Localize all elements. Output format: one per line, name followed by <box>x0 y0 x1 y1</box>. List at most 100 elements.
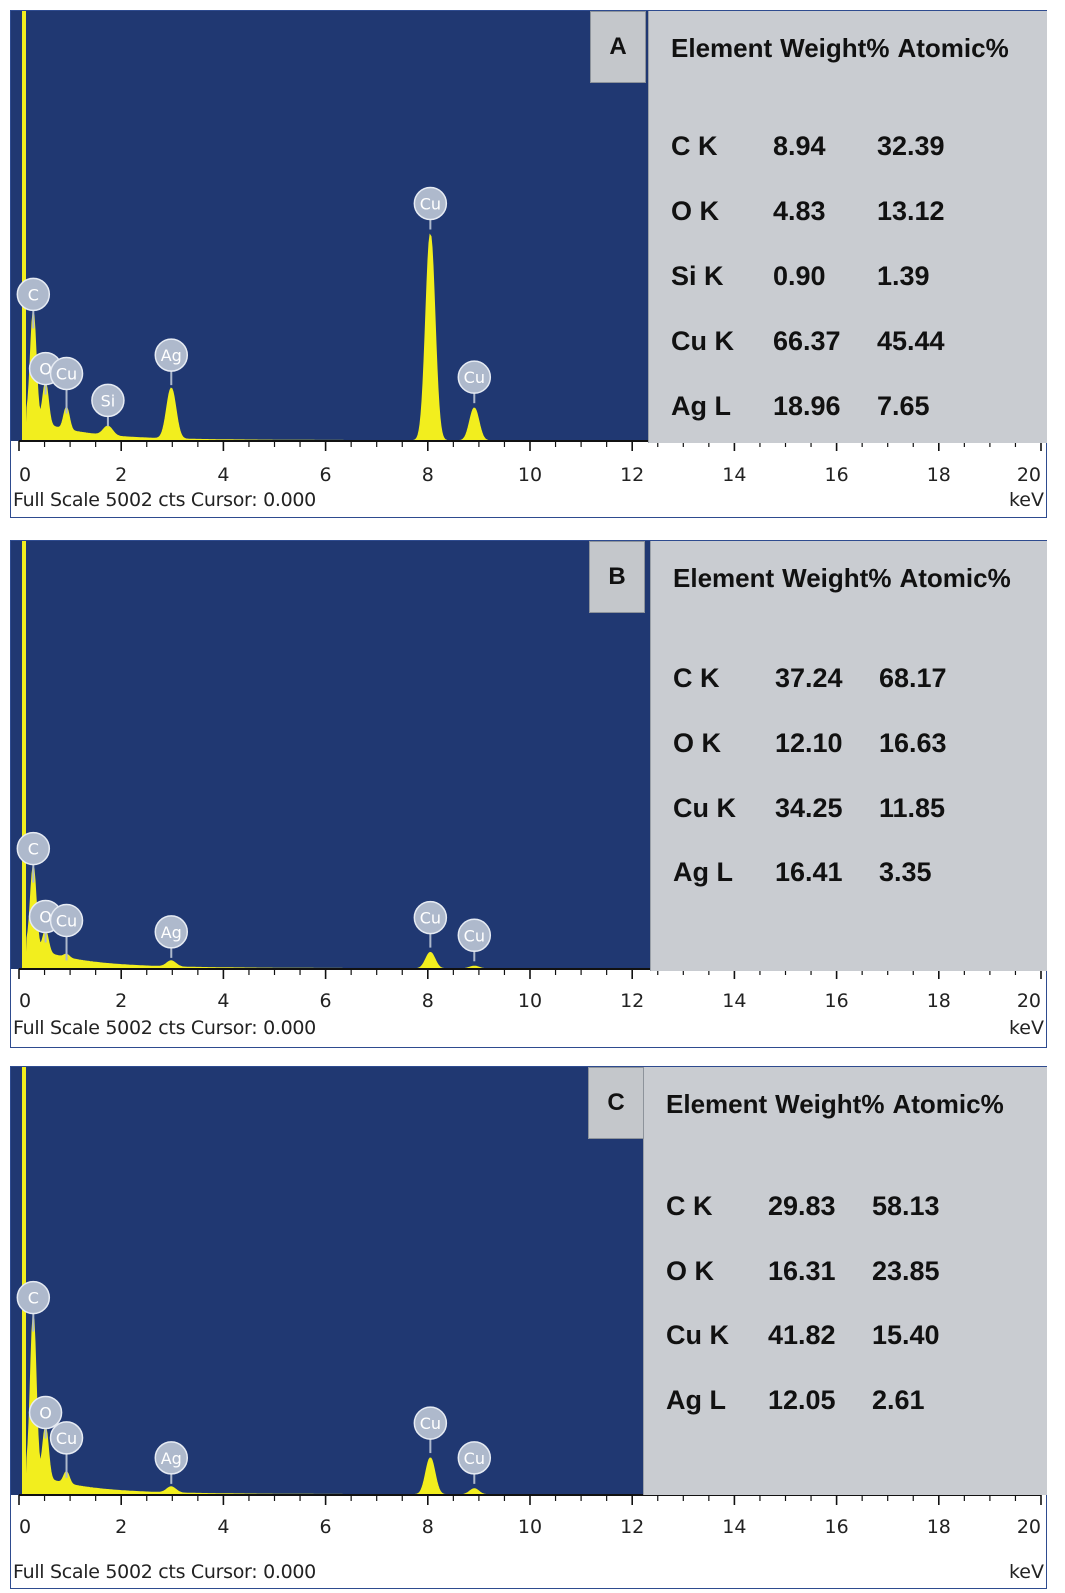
header-atomic: Atomic% <box>892 1089 1004 1119</box>
cell-atomic: 32.39 <box>877 131 945 161</box>
cell-weight: 29.83 <box>768 1191 836 1221</box>
plot-background <box>11 11 648 441</box>
x-tick-label: 0 <box>19 1516 31 1538</box>
header-weight: Weight% <box>775 1089 885 1119</box>
cell-atomic: 2.61 <box>872 1385 925 1415</box>
cell-atomic: 68.17 <box>879 663 947 693</box>
cell-element: Cu K <box>671 326 734 356</box>
peak-label-text: O <box>39 1404 52 1423</box>
cell-element: Ag L <box>673 857 733 887</box>
peak-label-cu: Cu <box>457 360 492 404</box>
x-tick-label: 18 <box>927 1516 951 1538</box>
cell-element: O K <box>673 728 722 758</box>
x-tick-label: 2 <box>115 1516 127 1538</box>
cell-element: Ag L <box>666 1385 726 1415</box>
x-tick-label: 8 <box>422 1516 434 1538</box>
zero-peak <box>22 1067 26 1495</box>
zero-peak <box>22 541 26 969</box>
x-tick-label: 10 <box>518 1516 542 1538</box>
cell-element: C K <box>673 663 720 693</box>
table-row: C K 8.94 32.39 <box>671 131 1031 165</box>
eds-panel-c: C O Cu Ag Cu Cu 0 2 4 6 8 10 12 14 16 18 20 Element Weigh… <box>10 1066 1047 1589</box>
cell-element: C K <box>666 1191 713 1221</box>
x-tick-label: 14 <box>722 1516 746 1538</box>
x-tick-label: 12 <box>620 1516 644 1538</box>
footer-fullscale-b: Full Scale 5002 cts Cursor: 0.000 <box>13 1017 316 1039</box>
peak-label-text: C <box>28 840 39 859</box>
quant-table-a: Element Weight% Atomic% C K 8.94 32.39 O K 4.… <box>648 11 1047 443</box>
peak-label-text: Cu <box>56 364 77 383</box>
peak-label-text: Ag <box>161 1449 182 1468</box>
header-weight: Weight% <box>780 33 890 63</box>
cell-atomic: 23.85 <box>872 1256 940 1286</box>
x-tick-label: 2 <box>115 990 127 1012</box>
peak-label-cu: Cu <box>413 900 448 948</box>
table-row: Cu K 41.82 15.40 <box>666 1320 1026 1354</box>
header-atomic: Atomic% <box>899 563 1011 593</box>
x-tick-label: 14 <box>722 464 746 486</box>
peak-label-cu: Cu <box>49 903 84 961</box>
footer-fullscale-a: Full Scale 5002 cts Cursor: 0.000 <box>13 489 316 511</box>
header-element: Element <box>666 1089 768 1119</box>
x-tick-label: 18 <box>927 464 951 486</box>
table-header-a: Element Weight% Atomic% <box>671 33 1017 64</box>
plot-background <box>11 1067 643 1495</box>
cell-weight: 34.25 <box>775 793 843 823</box>
peak-label-text: Ag <box>161 923 182 942</box>
peak-label-text: O <box>39 360 52 379</box>
cell-atomic: 11.85 <box>879 793 946 823</box>
unit-label-b: keV <box>1008 1017 1044 1039</box>
x-tick-label: 10 <box>518 464 542 486</box>
cell-weight: 16.41 <box>775 857 843 887</box>
x-tick-label: 20 <box>1017 990 1041 1012</box>
peak-label-text: Cu <box>464 1449 485 1468</box>
x-tick-label: 20 <box>1017 464 1041 486</box>
eds-panel-b: C O Cu Ag Cu Cu 0 2 4 6 8 10 12 14 16 18 20 Element Weigh… <box>10 540 1047 1048</box>
plot-background <box>11 541 650 969</box>
peak-label-cu: Cu <box>413 186 448 230</box>
cell-weight: 0.90 <box>773 261 826 291</box>
cell-weight: 41.82 <box>768 1320 836 1350</box>
header-element: Element <box>673 563 775 593</box>
peak-label-text: O <box>39 907 52 926</box>
panel-letter-a: A <box>590 11 646 83</box>
peak-label-cu: Cu <box>49 356 84 414</box>
x-tick-label: 8 <box>422 990 434 1012</box>
table-row: C K 29.83 58.13 <box>666 1191 1026 1225</box>
x-tick-label: 10 <box>518 990 542 1012</box>
cell-atomic: 1.39 <box>877 261 930 291</box>
cell-element: Si K <box>671 261 724 291</box>
eds-panel-a: C O Cu Si Ag Cu Cu 0 2 4 6 8 10 12 14 16 18 20 Element Wei… <box>10 10 1047 518</box>
cell-atomic: 3.35 <box>879 857 932 887</box>
x-tick-label: 6 <box>320 464 332 486</box>
peak-label-text: Cu <box>420 909 441 928</box>
x-tick-label: 4 <box>217 990 229 1012</box>
unit-label-c: keV <box>1008 1561 1044 1583</box>
peak-label-text: Cu <box>464 926 485 945</box>
header-element: Element <box>671 33 773 63</box>
x-tick-label: 16 <box>825 990 849 1012</box>
peak-label-text: Cu <box>420 1414 441 1433</box>
peak-label-text: Cu <box>56 1429 77 1448</box>
peak-label-o: O <box>28 1395 63 1439</box>
cell-atomic: 15.40 <box>872 1320 940 1350</box>
cell-weight: 12.05 <box>768 1385 836 1415</box>
x-tick-label: 8 <box>422 464 434 486</box>
x-tick-label: 2 <box>115 464 127 486</box>
table-row: O K 4.83 13.12 <box>671 196 1031 230</box>
cell-weight: 12.10 <box>775 728 843 758</box>
peak-label-c: C <box>16 831 51 883</box>
x-tick-label: 16 <box>825 1516 849 1538</box>
peak-label-text: Ag <box>161 346 182 365</box>
peak-label-text: Cu <box>420 195 441 214</box>
panel-letter-b: B <box>589 541 645 613</box>
x-tick-label: 0 <box>19 464 31 486</box>
cell-weight: 18.96 <box>773 391 841 421</box>
table-row: Ag L 16.41 3.35 <box>673 857 1033 891</box>
cell-element: Ag L <box>671 391 731 421</box>
peak-label-cu: Cu <box>457 1441 492 1484</box>
cell-element: Cu K <box>666 1320 729 1350</box>
cell-atomic: 7.65 <box>877 391 930 421</box>
